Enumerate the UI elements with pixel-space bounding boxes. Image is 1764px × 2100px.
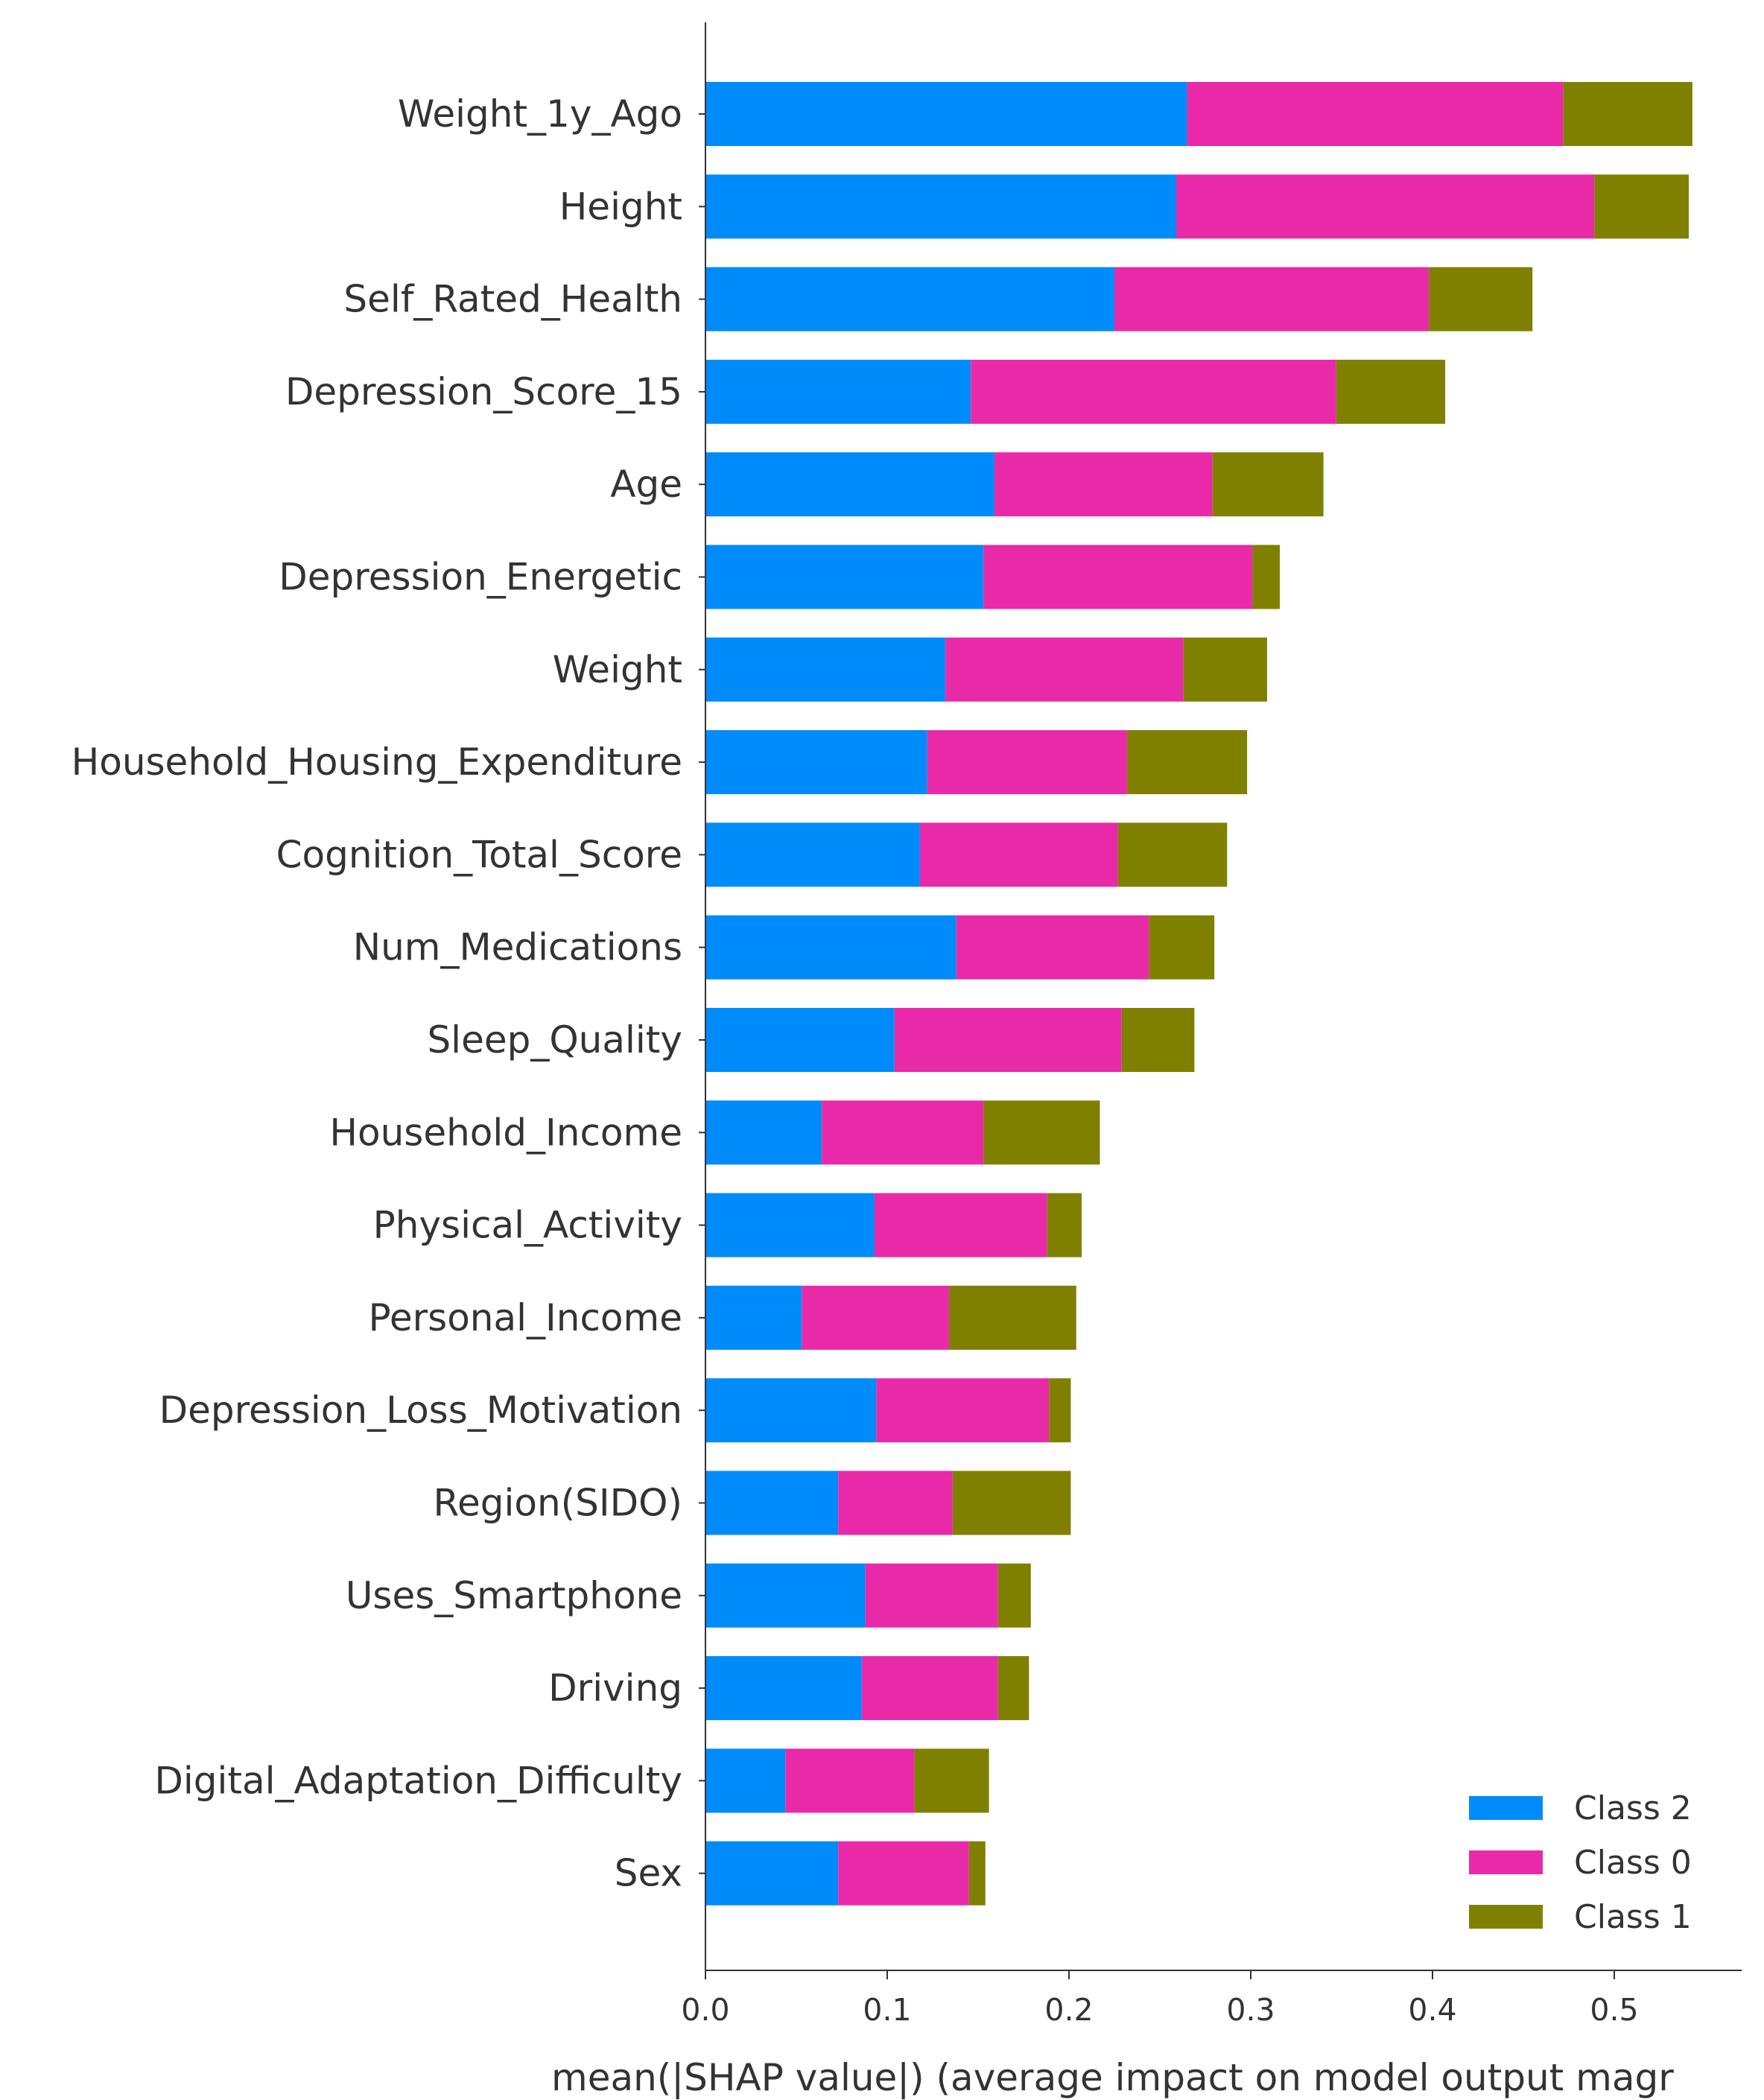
bar-class-2-14: [705, 1378, 877, 1443]
y-tick-labels: Weight_1y_Ago Height Self_Rated_Health Depr…: [72, 92, 705, 1895]
bar-class-0-0: [1187, 82, 1564, 146]
bar-class-1-10: [1121, 1008, 1195, 1072]
bars-group: [705, 82, 1692, 1906]
bar-class-0-4: [994, 452, 1213, 517]
bar-class-0-8: [919, 822, 1118, 887]
bar-class-2-12: [705, 1193, 875, 1257]
legend-swatch: [1469, 1850, 1543, 1874]
x-axis-label: mean(|SHAP value|) (average impact on mo…: [551, 2056, 1674, 2099]
bar-class-1-14: [1049, 1378, 1071, 1443]
bar-class-2-4: [705, 452, 994, 517]
bar-class-0-9: [956, 915, 1149, 980]
bar-class-0-10: [894, 1008, 1122, 1072]
bar-class-0-19: [838, 1841, 969, 1906]
legend-label: Class 1: [1574, 1898, 1692, 1936]
legend-swatch: [1469, 1905, 1543, 1929]
bar-class-0-14: [876, 1378, 1050, 1443]
y-tick-label: Depression_Score_15: [285, 370, 682, 413]
y-tick-label: Depression_Loss_Motivation: [159, 1389, 682, 1432]
y-tick-label: Digital_Adaptation_Difficulty: [154, 1759, 682, 1802]
bar-class-1-1: [1594, 174, 1690, 239]
bar-class-2-8: [705, 822, 920, 887]
bar-class-2-15: [705, 1471, 839, 1535]
legend-label: Class 2: [1574, 1789, 1692, 1827]
bar-class-2-9: [705, 915, 956, 980]
bar-class-2-13: [705, 1285, 802, 1350]
bar-class-1-7: [1127, 730, 1248, 795]
bar-class-0-17: [861, 1656, 998, 1721]
bar-class-1-18: [914, 1748, 989, 1813]
bar-class-1-0: [1563, 82, 1692, 146]
x-ticks: 0.0 0.1 0.2 0.3 0.4 0.5: [681, 1970, 1639, 2028]
bar-class-0-6: [945, 637, 1184, 702]
y-tick-label: Sex: [615, 1852, 682, 1895]
bar-class-1-15: [952, 1471, 1071, 1535]
bar-class-1-12: [1047, 1193, 1082, 1257]
bar-class-2-16: [705, 1563, 866, 1628]
bar-class-2-2: [705, 267, 1114, 332]
bar-class-0-11: [822, 1100, 984, 1165]
bar-class-2-7: [705, 730, 927, 795]
x-tick-label: 0.5: [1590, 1992, 1638, 2028]
y-tick-label: Personal_Income: [368, 1296, 682, 1339]
bar-class-1-4: [1212, 452, 1324, 517]
y-tick-label: Height: [559, 185, 682, 228]
bar-class-1-17: [997, 1656, 1029, 1721]
y-tick-label: Uses_Smartphone: [346, 1574, 682, 1617]
y-tick-label: Household_Income: [329, 1111, 682, 1154]
legend: Class 2 Class 0 Class 1: [1469, 1789, 1692, 1936]
x-tick-label: 0.1: [863, 1992, 911, 2028]
bar-class-2-1: [705, 174, 1176, 239]
x-tick-label: 0.0: [681, 1992, 729, 2028]
bar-class-2-11: [705, 1100, 822, 1165]
bar-class-1-8: [1117, 822, 1228, 887]
y-tick-label: Cognition_Total_Score: [276, 833, 682, 876]
y-tick-label: Self_Rated_Health: [343, 278, 682, 321]
bar-class-2-17: [705, 1656, 862, 1721]
y-tick-label: Weight_1y_Ago: [398, 92, 682, 136]
legend-swatch: [1469, 1796, 1543, 1820]
bar-class-2-3: [705, 359, 971, 424]
bar-class-1-11: [983, 1100, 1100, 1165]
y-tick-label: Household_Housing_Expenditure: [72, 740, 682, 784]
bar-class-2-10: [705, 1008, 895, 1072]
bar-class-1-16: [997, 1563, 1031, 1628]
bar-class-2-19: [705, 1841, 839, 1906]
x-tick-label: 0.2: [1044, 1992, 1093, 2028]
y-tick-label: Age: [610, 463, 682, 506]
bar-class-2-0: [705, 82, 1187, 146]
y-tick-label: Region(SIDO): [433, 1482, 682, 1525]
bar-class-0-15: [838, 1471, 953, 1535]
bar-class-2-18: [705, 1748, 786, 1813]
bar-class-0-1: [1176, 174, 1595, 239]
bar-class-2-6: [705, 637, 946, 702]
y-tick-label: Depression_Energetic: [279, 556, 682, 599]
bar-class-1-5: [1252, 545, 1281, 609]
y-tick-label: Driving: [548, 1666, 682, 1710]
y-tick-label: Sleep_Quality: [427, 1018, 682, 1062]
bar-class-0-12: [874, 1193, 1047, 1257]
bar-class-1-6: [1183, 637, 1267, 702]
bar-class-0-7: [927, 730, 1128, 795]
bar-class-2-5: [705, 545, 984, 609]
bar-class-1-19: [968, 1841, 986, 1906]
bar-class-0-2: [1114, 267, 1430, 332]
bar-class-1-3: [1336, 359, 1446, 424]
bar-class-0-16: [865, 1563, 998, 1628]
bar-class-0-13: [802, 1285, 949, 1350]
bar-class-1-9: [1149, 915, 1215, 980]
bar-class-0-5: [983, 545, 1253, 609]
bar-class-1-2: [1429, 267, 1533, 332]
bar-class-1-13: [948, 1285, 1076, 1350]
bar-class-0-18: [785, 1748, 915, 1813]
x-tick-label: 0.3: [1226, 1992, 1275, 2028]
bar-class-0-3: [971, 359, 1336, 424]
y-tick-label: Weight: [553, 648, 682, 691]
y-tick-label: Num_Medications: [353, 926, 682, 969]
y-tick-label: Physical_Activity: [373, 1204, 682, 1247]
x-tick-label: 0.4: [1408, 1992, 1456, 2028]
legend-label: Class 0: [1574, 1844, 1692, 1882]
